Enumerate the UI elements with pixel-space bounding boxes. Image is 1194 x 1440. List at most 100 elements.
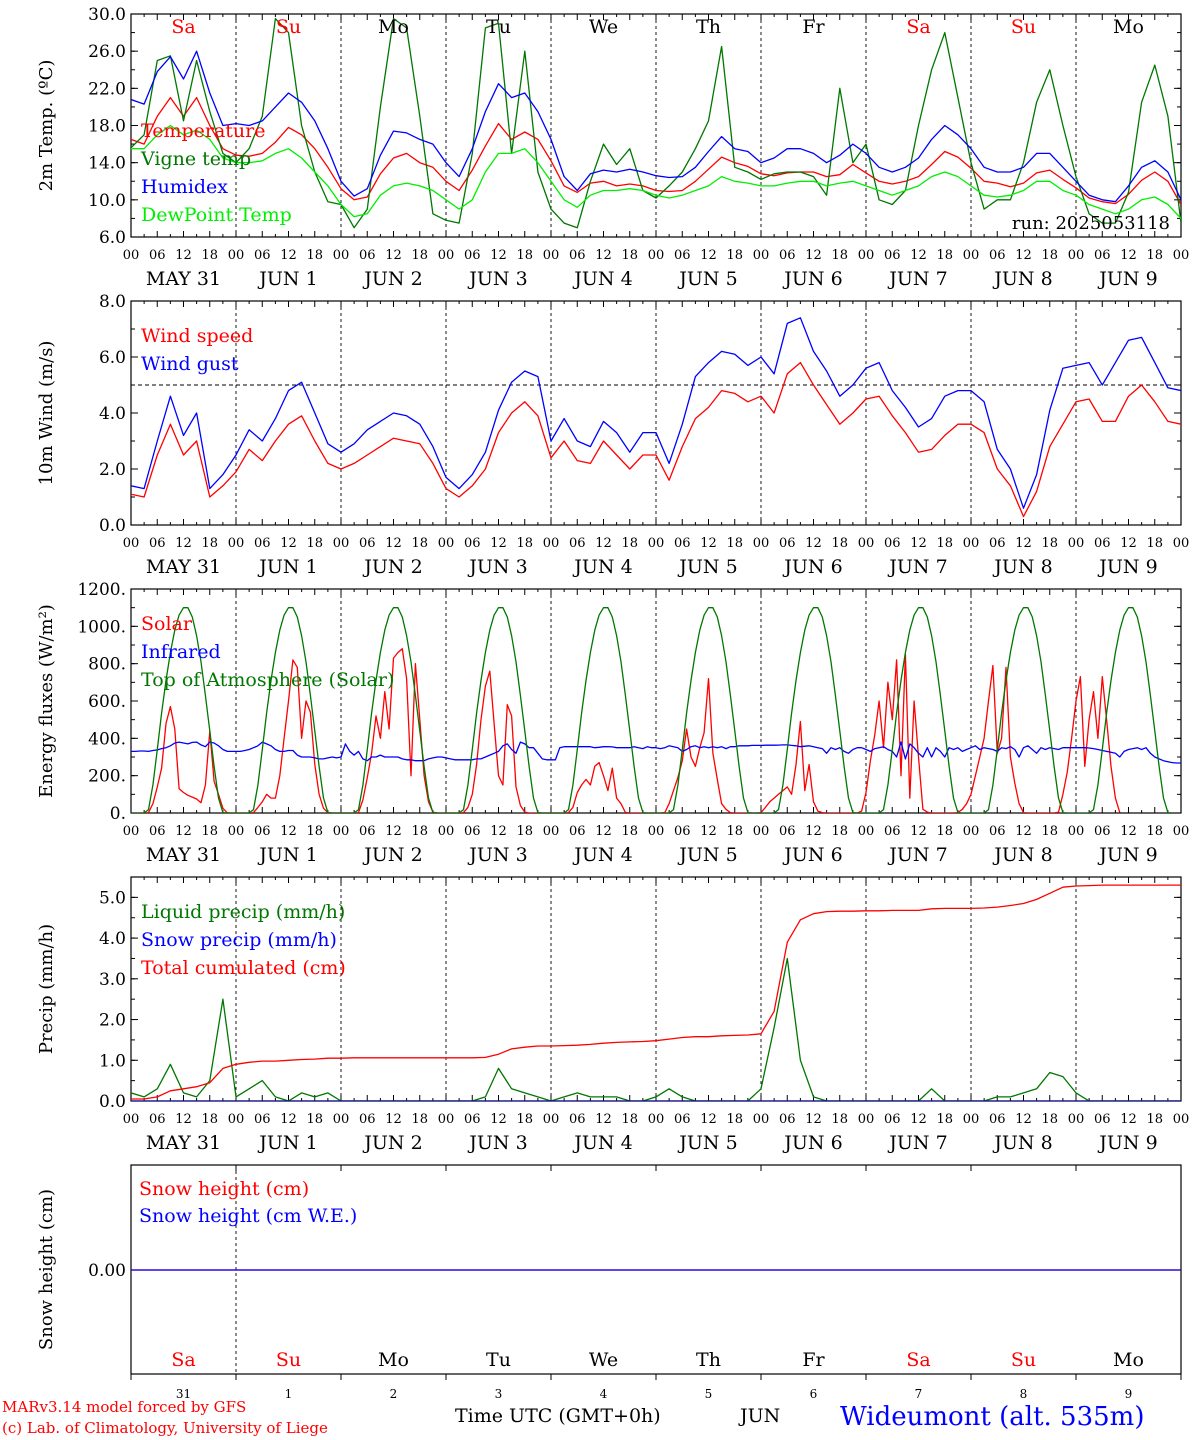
weekday-label: Su <box>1011 16 1036 38</box>
date-label: JUN 9 <box>1097 556 1157 578</box>
y-tick-label: 1000. <box>77 617 126 637</box>
legend-entry: DewPoint Temp <box>141 204 292 226</box>
hour-tick-label: 00 <box>753 1112 770 1127</box>
hour-tick-label: 00 <box>1173 1112 1190 1127</box>
hour-tick-label: 00 <box>543 824 560 839</box>
date-label: JUN 6 <box>782 1132 842 1154</box>
series-group <box>131 884 1181 1101</box>
day-number-label: 3 <box>495 1387 503 1401</box>
y-tick-label: 0.0 <box>99 1092 126 1112</box>
date-label: JUN 6 <box>782 844 842 866</box>
panel-frame <box>130 300 1182 526</box>
y-tick-label: 0.00 <box>88 1261 126 1281</box>
hour-tick-label: 12 <box>700 1112 717 1127</box>
hour-tick-label: 06 <box>989 248 1006 263</box>
series-infrared <box>131 741 1181 764</box>
legend-entry: Snow height (cm W.E.) <box>139 1205 357 1227</box>
y-axis-label: Snow height (cm) <box>36 1189 57 1350</box>
series-wind-speed <box>131 361 1181 518</box>
series-liquid-precip-mm-h- <box>131 957 1181 1101</box>
hour-tick-label: 06 <box>254 1112 271 1127</box>
hour-tick-label: 00 <box>123 1112 140 1127</box>
day-number-label: 5 <box>705 1387 713 1401</box>
hour-tick-label: 18 <box>831 824 848 839</box>
hour-tick-label: 12 <box>175 248 192 263</box>
date-label: JUN 3 <box>467 1132 527 1154</box>
hour-tick-label: 12 <box>280 824 297 839</box>
hour-tick-label: 18 <box>936 824 953 839</box>
hour-tick-label: 18 <box>411 824 428 839</box>
hour-tick-label: 18 <box>831 1112 848 1127</box>
hour-tick-label: 00 <box>858 1112 875 1127</box>
y-tick-label: 6.0 <box>99 228 126 248</box>
hour-tick-label: 12 <box>490 824 507 839</box>
hour-tick-label: 18 <box>201 1112 218 1127</box>
hour-tick-label: 06 <box>359 1112 376 1127</box>
y-tick-label: 200. <box>88 767 126 787</box>
hour-tick-label: 06 <box>884 824 901 839</box>
hour-tick-label: 06 <box>359 248 376 263</box>
hour-tick-label: 06 <box>464 248 481 263</box>
hour-tick-label: 12 <box>700 248 717 263</box>
date-label: JUN 9 <box>1097 268 1157 290</box>
hour-tick-label: 00 <box>648 248 665 263</box>
hour-tick-label: 06 <box>569 824 586 839</box>
hour-tick-label: 00 <box>438 824 455 839</box>
hour-tick-label: 18 <box>306 1112 323 1127</box>
hour-tick-label: 12 <box>1015 248 1032 263</box>
hour-tick-label: 12 <box>490 1112 507 1127</box>
y-tick-label: 5.0 <box>99 888 126 908</box>
day-number-label: 1 <box>285 1387 293 1401</box>
hour-tick-label: 12 <box>805 536 822 551</box>
date-label: JUN 9 <box>1097 844 1157 866</box>
date-label: JUN 6 <box>782 556 842 578</box>
series-group <box>131 607 1181 813</box>
hour-tick-label: 00 <box>543 536 560 551</box>
hour-tick-label: 12 <box>805 248 822 263</box>
y-axis-label: Precip (mm/h) <box>36 924 57 1054</box>
date-label: JUN 5 <box>677 268 737 290</box>
hour-tick-label: 12 <box>805 824 822 839</box>
panel-4: 0.0 1.0 2.0 3.0 4.0 5.0 Precip (mm/h) Liquid pr… <box>36 876 1190 1154</box>
hour-tick-label: 00 <box>123 536 140 551</box>
series-humidex <box>131 50 1181 203</box>
hour-tick-label: 00 <box>438 248 455 263</box>
hour-tick-label: 06 <box>569 248 586 263</box>
hour-tick-label: 00 <box>1068 536 1085 551</box>
hour-tick-label: 18 <box>201 536 218 551</box>
hour-tick-label: 06 <box>779 536 796 551</box>
hour-tick-label: 12 <box>385 824 402 839</box>
legend-entry: Vigne temp <box>140 148 251 170</box>
hour-tick-label: 18 <box>516 1112 533 1127</box>
series-total-cumulated-cm- <box>131 884 1181 1100</box>
hour-tick-label: 12 <box>910 824 927 839</box>
date-label: JUN 2 <box>362 844 422 866</box>
hour-tick-label: 00 <box>963 1112 980 1127</box>
hour-tick-label: 12 <box>910 1112 927 1127</box>
legend-entry: Solar <box>141 613 193 635</box>
model-credit: MARv3.14 model forced by GFS <box>2 1398 247 1416</box>
date-label: JUN 2 <box>362 556 422 578</box>
hour-tick-label: 00 <box>1173 824 1190 839</box>
hour-tick-label: 18 <box>1041 824 1058 839</box>
weekday-label: We <box>589 1349 618 1371</box>
hour-tick-label: 00 <box>438 536 455 551</box>
series-wind-gust <box>131 317 1181 509</box>
hour-tick-label: 00 <box>123 248 140 263</box>
day-number-label: 4 <box>600 1387 608 1401</box>
hour-tick-label: 12 <box>1120 536 1137 551</box>
y-tick-label: 1.0 <box>99 1051 126 1071</box>
hour-tick-label: 12 <box>385 1112 402 1127</box>
day-number-label: 7 <box>915 1387 923 1401</box>
hour-tick-label: 00 <box>228 536 245 551</box>
weekday-label: We <box>589 16 618 38</box>
date-label: JUN 8 <box>992 268 1052 290</box>
hour-tick-label: 06 <box>884 248 901 263</box>
hour-tick-label: 06 <box>989 536 1006 551</box>
hour-tick-label: 18 <box>621 536 638 551</box>
legend-entry: Total cumulated (cm) <box>141 957 346 979</box>
y-tick-label: 600. <box>88 692 126 712</box>
weekday-label: Su <box>276 1349 301 1371</box>
y-tick-label: 6.0 <box>99 348 126 368</box>
hour-tick-label: 12 <box>1015 1112 1032 1127</box>
